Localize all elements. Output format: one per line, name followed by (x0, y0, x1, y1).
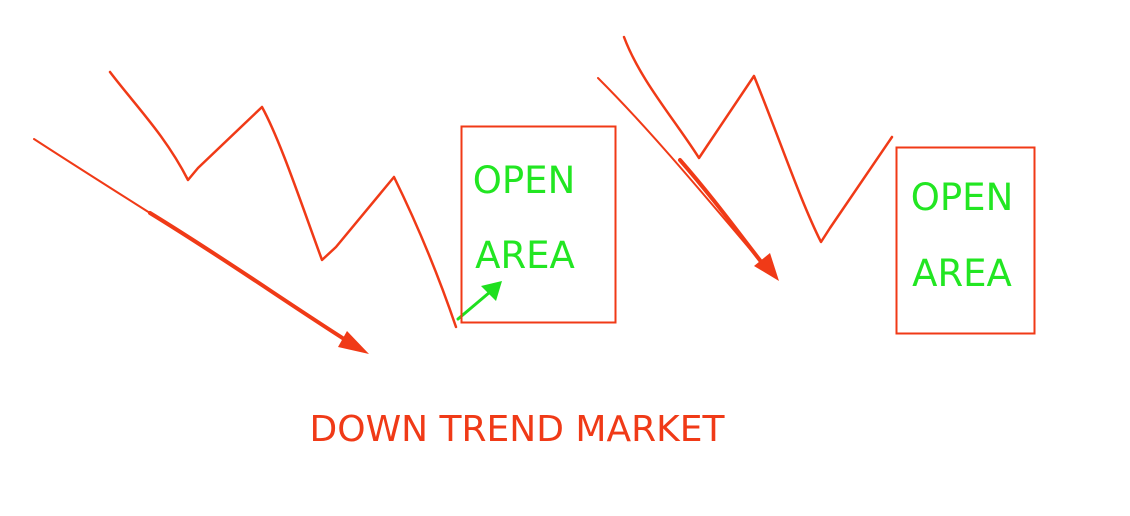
diagram-caption: DOWN TREND MARKET (310, 409, 726, 450)
right-open-area-line1: OPEN (911, 176, 1014, 219)
right-trend-arrow-shaft (597, 77, 767, 269)
left-trend-arrowhead (338, 331, 369, 354)
left-open-area-line2: AREA (475, 234, 575, 277)
left-entry-arrow (456, 281, 502, 321)
right-open-area-box (895, 146, 1036, 335)
right-trend-arrowhead (754, 253, 779, 281)
left-entry-arrowhead (481, 281, 502, 301)
left-trend-arrow-shaft-thick (148, 211, 354, 346)
left-open-area-line1: OPEN (473, 159, 576, 202)
left-trend-arrow (33, 138, 369, 354)
left-price-zigzag (108, 70, 458, 329)
left-open-area-box (460, 125, 617, 324)
right-trend-arrow (597, 77, 779, 281)
right-open-area-line2: AREA (912, 252, 1012, 295)
left-entry-arrow-shaft (456, 290, 492, 321)
right-trend-arrow-shaft-thick (678, 158, 768, 270)
right-price-zigzag (622, 35, 894, 244)
